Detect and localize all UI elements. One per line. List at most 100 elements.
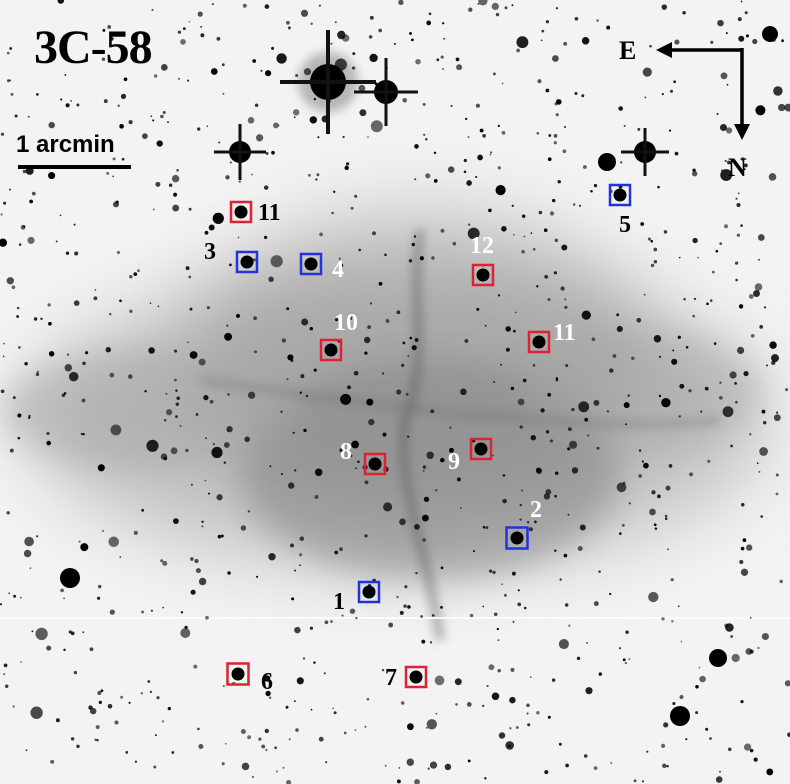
star [442, 68, 444, 70]
star [351, 440, 359, 449]
star [590, 189, 593, 193]
star [442, 22, 445, 25]
star [173, 349, 178, 353]
star [17, 413, 22, 418]
star [516, 48, 520, 53]
star [627, 394, 630, 397]
star [455, 57, 460, 62]
star [275, 770, 278, 773]
star [673, 80, 676, 84]
star [509, 727, 512, 730]
star [423, 133, 426, 136]
star [114, 720, 119, 725]
marker-box [363, 452, 387, 476]
star [511, 4, 514, 7]
star [384, 253, 387, 257]
star [143, 35, 145, 38]
star [383, 502, 393, 512]
star [148, 347, 155, 354]
star [724, 159, 727, 163]
star [549, 211, 555, 216]
star [25, 749, 28, 752]
star [384, 764, 387, 767]
star [119, 556, 122, 558]
star [551, 678, 556, 682]
star [188, 20, 191, 23]
star [724, 623, 729, 628]
star [6, 51, 10, 55]
star [238, 180, 241, 183]
star [581, 37, 590, 45]
star [456, 64, 463, 71]
star [180, 611, 184, 614]
star [526, 712, 529, 715]
star [18, 243, 22, 246]
star [197, 127, 201, 131]
star [112, 201, 120, 208]
star [768, 173, 777, 181]
star [642, 67, 652, 77]
star [168, 183, 173, 187]
star [224, 332, 233, 341]
star [294, 469, 297, 472]
star [440, 55, 444, 59]
star [55, 718, 60, 723]
star [414, 178, 417, 181]
star [773, 86, 783, 96]
star [510, 667, 515, 672]
star [187, 341, 189, 344]
star [460, 507, 462, 509]
star [240, 729, 246, 734]
star [251, 776, 254, 778]
star [176, 396, 180, 400]
star [145, 54, 149, 58]
star [339, 448, 344, 453]
star [119, 123, 124, 129]
star [244, 436, 250, 443]
star [341, 30, 344, 33]
marked-star [234, 205, 248, 219]
star [563, 125, 567, 129]
star [435, 712, 438, 715]
star [521, 214, 526, 218]
star [299, 536, 305, 541]
star [59, 214, 62, 217]
star [638, 474, 642, 478]
star [501, 131, 506, 135]
star [513, 329, 516, 333]
star [698, 666, 701, 669]
star [489, 153, 492, 156]
star [220, 534, 224, 538]
star [657, 185, 660, 189]
marker-label: 11 [553, 320, 576, 346]
star [206, 125, 209, 128]
star [200, 33, 205, 38]
star [162, 606, 165, 609]
star [96, 596, 101, 600]
star [398, 767, 401, 769]
star [467, 136, 470, 139]
star [399, 610, 404, 615]
star [467, 227, 480, 240]
star [110, 424, 122, 436]
marked-star [510, 531, 524, 545]
star [512, 233, 515, 236]
star [85, 351, 89, 355]
star [697, 256, 699, 259]
star [753, 290, 760, 297]
star [30, 706, 43, 719]
star [596, 446, 600, 450]
star [671, 620, 674, 623]
star [291, 597, 295, 601]
star [649, 508, 656, 516]
star [757, 234, 765, 241]
star [20, 224, 26, 230]
star [670, 578, 674, 582]
star [294, 569, 297, 572]
star [175, 402, 180, 406]
star [153, 74, 158, 78]
star [491, 2, 499, 11]
star [558, 639, 569, 650]
star [727, 160, 731, 165]
star [9, 188, 11, 191]
